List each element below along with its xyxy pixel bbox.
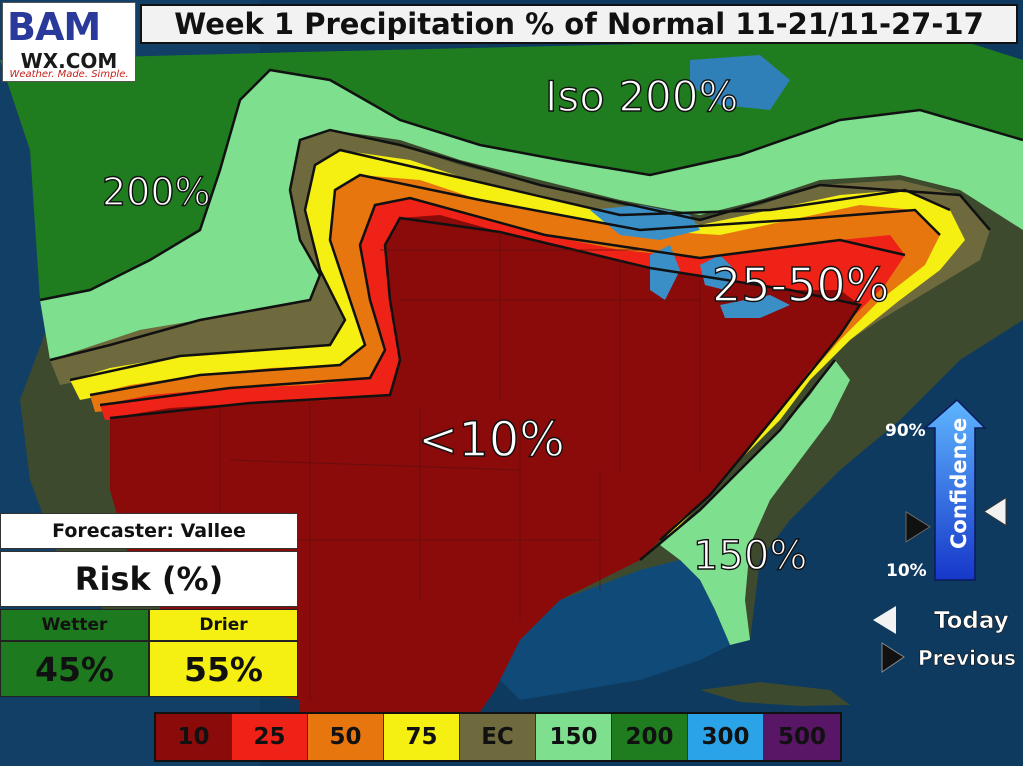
confidence-label: Confidence — [947, 417, 971, 549]
label-iso-200: Iso 200% — [544, 71, 739, 121]
today-label: Today — [934, 608, 1009, 635]
bamwx-logo: BAM WX.COM Weather. Made. Simple. — [2, 2, 136, 82]
wetter-label: Wetter — [0, 609, 149, 641]
legend-cell-50: 50 — [308, 714, 384, 760]
legend-cell-ec: EC — [460, 714, 536, 760]
forecaster-label: Forecaster: Vallee — [0, 513, 298, 549]
label-northwest-200: 200% — [101, 169, 211, 214]
legend-cell-500: 500 — [764, 714, 840, 760]
drier-value: 55% — [149, 641, 298, 697]
legend-cell-25: 25 — [232, 714, 308, 760]
confidence-top: 90% — [885, 421, 926, 441]
legend-cell-200: 200 — [612, 714, 688, 760]
legend-cell-300: 300 — [688, 714, 764, 760]
today-marker — [983, 496, 1007, 527]
great-lakes — [590, 205, 790, 318]
legend-cell-150: 150 — [536, 714, 612, 760]
confidence-bottom: 10% — [886, 561, 927, 581]
previous-marker — [905, 510, 931, 543]
label-central: <10% — [417, 411, 565, 468]
risk-panel: Forecaster: Vallee Risk (%) Wetter Drier… — [0, 513, 300, 699]
hudson-bay — [690, 55, 790, 110]
legend-cell-10: 10 — [156, 714, 232, 760]
label-southeast: 150% — [692, 532, 808, 579]
gulf-of-mexico — [500, 560, 730, 700]
state-borders — [219, 232, 701, 700]
wetter-value: 45% — [0, 641, 149, 697]
risk-title: Risk (%) — [0, 551, 298, 607]
previous-legend-icon — [881, 642, 905, 673]
legend-cell-75: 75 — [384, 714, 460, 760]
previous-label: Previous — [918, 646, 1016, 671]
today-legend-icon — [873, 606, 896, 634]
confidence-arrow — [923, 398, 987, 581]
precip-legend: 10 25 50 75 EC 150 200 300 500 — [154, 712, 842, 762]
logo-tagline: Weather. Made. Simple. — [9, 69, 129, 80]
drier-label: Drier — [149, 609, 298, 641]
page-title: Week 1 Precipitation % of Normal 11-21/1… — [140, 4, 1018, 44]
logo-site: WX.COM — [20, 49, 118, 73]
label-northeast: 25-50% — [711, 257, 890, 312]
logo-brand: BAM — [7, 5, 101, 49]
zone-150-southeast — [660, 360, 850, 645]
cuba — [700, 682, 850, 706]
